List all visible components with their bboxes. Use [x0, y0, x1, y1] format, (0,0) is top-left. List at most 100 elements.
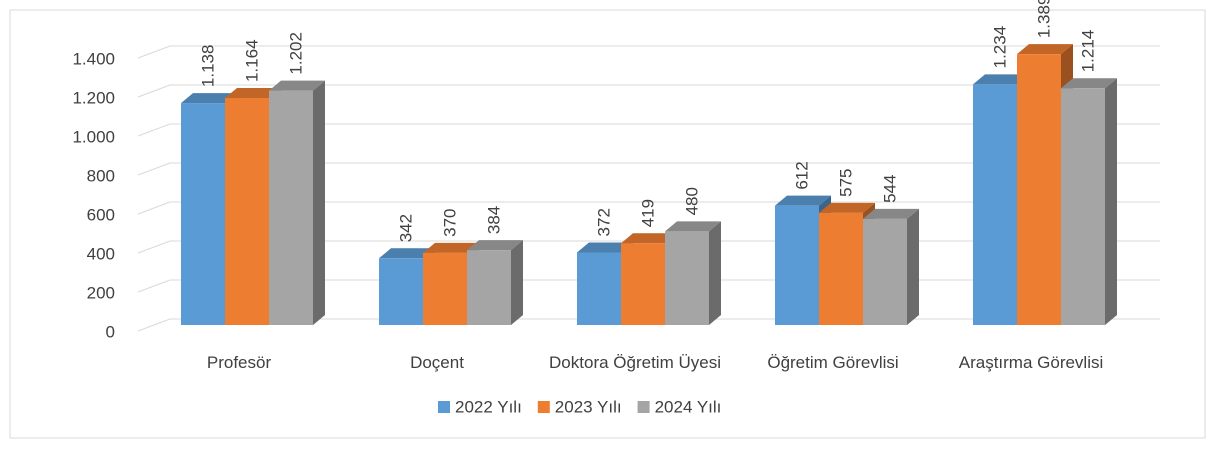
bar-top	[665, 221, 721, 232]
bar-side	[907, 208, 919, 325]
value-label: 1.389	[1034, 0, 1053, 38]
value-label: 372	[594, 208, 613, 236]
bar-top-shade	[1061, 78, 1117, 89]
value-label: 575	[836, 169, 855, 197]
bar-top-shade	[621, 233, 677, 244]
y-tick-label: 1.400	[72, 49, 115, 68]
bar	[423, 252, 467, 325]
bar-side	[313, 80, 325, 325]
bar	[775, 205, 819, 325]
x-tick-label-box: Öğretim Görevlisi	[767, 353, 899, 372]
bar	[863, 218, 907, 325]
bar-top	[225, 88, 281, 99]
bar-group	[863, 208, 919, 325]
grid-line	[137, 162, 1160, 176]
value-label: 419	[638, 199, 657, 227]
bar-top	[973, 74, 1029, 85]
value-label: 342	[396, 214, 415, 242]
x-tick-label-box: Doktora Öğretim Üyesi	[549, 353, 721, 372]
bar-top-shade	[225, 88, 281, 99]
y-tick-label: 600	[87, 205, 115, 224]
bar-top	[467, 240, 523, 251]
y-tick-label: 1.200	[72, 88, 115, 107]
bar-top	[577, 242, 633, 253]
bar-side-shade	[907, 208, 919, 325]
grid-line	[137, 84, 1160, 98]
legend-swatch	[438, 401, 450, 413]
bar-top	[379, 248, 435, 259]
bar-top	[863, 208, 919, 219]
x-tick-label: Araştırma Görevlisi	[958, 353, 1104, 372]
bar-group	[467, 240, 523, 325]
bar-top	[819, 202, 875, 213]
bar	[1017, 54, 1061, 326]
grid-line	[137, 45, 1160, 59]
bar-top-shade	[775, 195, 831, 206]
bar-top-shade	[1017, 44, 1073, 55]
bar	[665, 231, 709, 325]
legend-swatch	[637, 401, 650, 413]
x-tick-label-box: Profesör	[206, 353, 272, 372]
bar-side-shade	[709, 221, 721, 325]
bar-side	[1105, 78, 1117, 326]
bar	[1061, 88, 1105, 326]
legend-label: 2023 Yılı	[555, 397, 622, 416]
bar	[621, 243, 665, 325]
grid-line	[137, 123, 1160, 137]
x-tick-label: Doktora Öğretim Üyesi	[549, 353, 721, 372]
legend-label: 2024 Yılı	[655, 397, 722, 416]
bar-group	[665, 221, 721, 325]
bar	[467, 250, 511, 325]
bar-top-shade	[379, 248, 435, 259]
value-label: 1.164	[242, 39, 261, 82]
bar-side-shade	[511, 240, 523, 325]
bar-side	[709, 221, 721, 325]
y-tick-label: 200	[87, 283, 115, 302]
bar-top	[181, 93, 237, 104]
value-label: 384	[484, 206, 503, 234]
bar	[379, 258, 423, 325]
value-label: 370	[440, 208, 459, 236]
value-label: 480	[682, 187, 701, 215]
bar-top-shade	[863, 208, 919, 219]
value-label: 1.234	[990, 26, 1009, 69]
bar	[973, 84, 1017, 326]
bar-top-shade	[181, 93, 237, 104]
value-label: 544	[880, 175, 899, 203]
x-tick-label: Doçent	[410, 353, 464, 372]
bar-top	[621, 233, 677, 244]
bar-side-shade	[1105, 78, 1117, 326]
bar-group	[1061, 78, 1117, 326]
value-label: 1.214	[1078, 30, 1097, 73]
bar-top	[775, 195, 831, 206]
bar-top-shade	[423, 242, 479, 253]
bar-top-shade	[665, 221, 721, 232]
value-label: 612	[792, 161, 811, 189]
bar-top-shade	[577, 242, 633, 253]
bar-top	[1017, 44, 1073, 55]
bar-group	[269, 80, 325, 325]
y-tick-label: 800	[87, 166, 115, 185]
bar-top	[269, 80, 325, 91]
bar	[181, 103, 225, 325]
legend-swatch	[537, 401, 550, 413]
y-tick-label: 0	[106, 322, 115, 341]
bar-top	[1061, 78, 1117, 89]
bar	[819, 212, 863, 325]
bar-top-shade	[973, 74, 1029, 85]
bar-top-shade	[467, 240, 523, 251]
x-tick-label: Öğretim Görevlisi	[767, 353, 899, 372]
bar-side-shade	[313, 80, 325, 325]
bar	[577, 252, 621, 325]
legend-label: 2022 Yılı	[455, 397, 522, 416]
bar-top-shade	[269, 80, 325, 91]
bar	[269, 90, 313, 325]
bar-side	[511, 240, 523, 325]
x-tick-label-box: Araştırma Görevlisi	[958, 353, 1104, 372]
bar	[225, 98, 269, 326]
bar-top	[423, 242, 479, 253]
y-tick-label: 400	[87, 244, 115, 263]
x-tick-label: Profesör	[206, 353, 272, 372]
